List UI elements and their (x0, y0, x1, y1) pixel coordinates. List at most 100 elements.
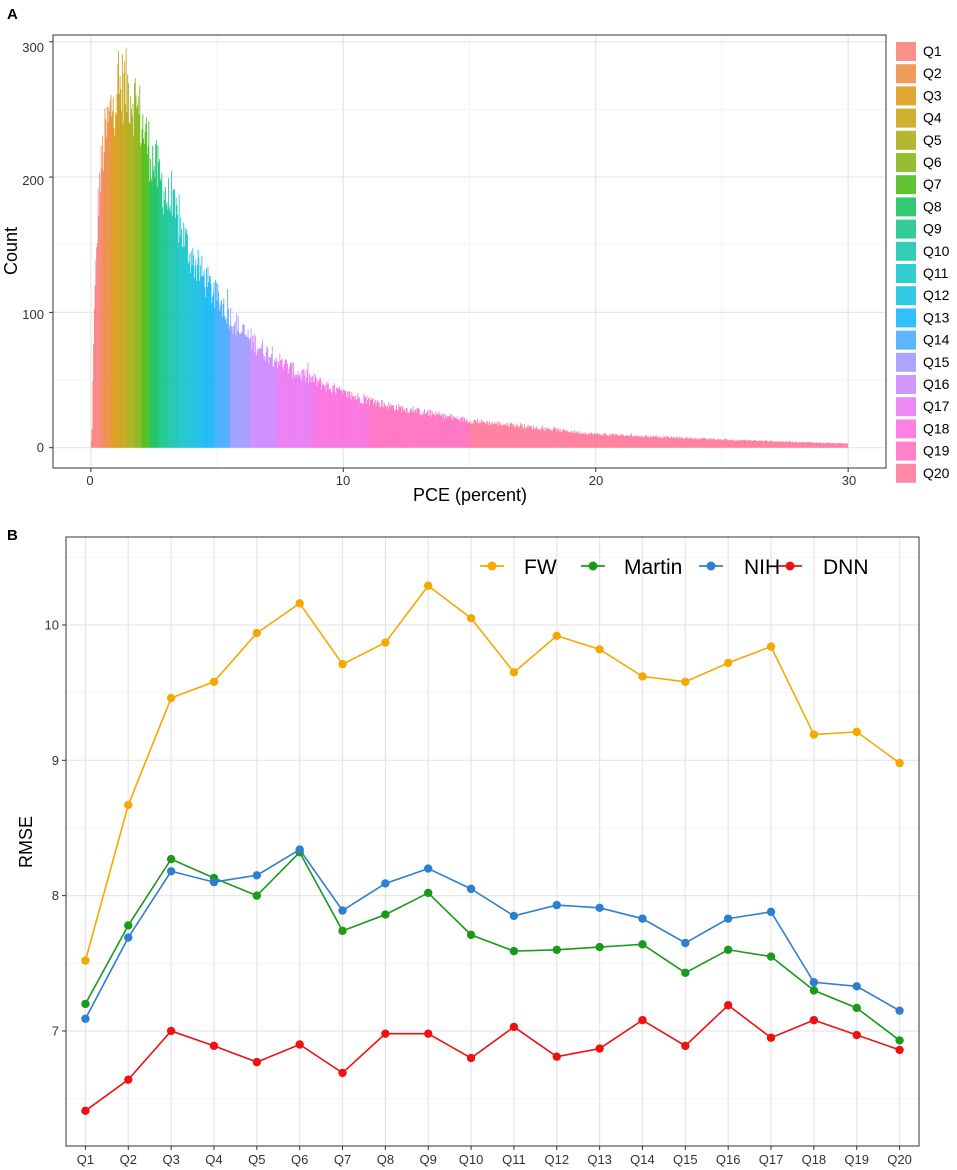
histogram-bar (527, 424, 529, 448)
histogram-bar (400, 406, 402, 448)
histogram-bar (689, 437, 691, 448)
histogram-bar (207, 266, 209, 448)
histogram-bar (386, 405, 388, 448)
histogram-bar (655, 436, 656, 448)
histogram-bar (511, 423, 513, 448)
histogram-bar (766, 440, 768, 448)
histogram-bar (380, 399, 382, 448)
histogram-bar (176, 205, 178, 448)
histogram-bar (364, 397, 366, 448)
histogram-bar (491, 422, 493, 448)
histogram-bar (834, 443, 836, 448)
histogram-bar (184, 246, 185, 448)
histogram-bar (248, 338, 250, 448)
histogram-bar (811, 442, 812, 448)
histogram-bar (268, 356, 270, 448)
histogram-bar (508, 426, 510, 448)
histogram-bar (405, 412, 407, 448)
histogram-bar (407, 413, 409, 448)
histogram-bar (99, 191, 101, 448)
data-point-fw (809, 730, 819, 739)
histogram-bar (136, 108, 138, 448)
histogram-bar (483, 422, 485, 448)
legend-label: Q13 (923, 309, 950, 325)
histogram-bar (573, 432, 575, 448)
data-point-dnn (252, 1057, 262, 1067)
histogram-bar (321, 389, 322, 448)
histogram-bar (579, 431, 581, 448)
histogram-bar (651, 437, 653, 448)
histogram-bar (352, 396, 354, 448)
histogram-bar (439, 414, 441, 448)
histogram-bar (814, 443, 816, 448)
histogram-bar (284, 359, 286, 448)
histogram-bar (125, 47, 127, 448)
histogram-bar (117, 64, 119, 448)
legend-swatch (896, 463, 916, 483)
histogram-bar (217, 284, 219, 448)
histogram-bar (149, 181, 151, 448)
histogram-bar (837, 443, 839, 448)
histogram-bar (693, 438, 695, 448)
histogram-bar (588, 432, 590, 448)
histogram-bar (196, 281, 198, 448)
histogram-bar (499, 424, 500, 448)
histogram-bar (362, 404, 364, 448)
histogram-bar (283, 363, 285, 448)
legend-swatch (896, 108, 916, 128)
data-point-nih (895, 1006, 904, 1015)
histogram-bar (614, 435, 616, 448)
histogram-bar (128, 122, 130, 448)
histogram-bar (214, 307, 216, 448)
histogram-bar (512, 425, 514, 448)
histogram-bar (610, 433, 612, 448)
histogram-bar (305, 381, 307, 448)
histogram-bar (645, 435, 647, 448)
histogram-bar (383, 407, 385, 448)
histogram-bar (94, 285, 96, 448)
legend-label: Q19 (923, 443, 950, 459)
histogram-bar (255, 335, 257, 448)
histogram-bar (416, 408, 418, 448)
histogram-bar (724, 438, 726, 448)
histogram-grid (49, 35, 886, 472)
histogram-bar (758, 440, 760, 448)
histogram-bar (829, 442, 831, 448)
histogram-bar (417, 407, 419, 448)
histogram-bar (340, 390, 341, 448)
histogram-bar (467, 421, 469, 448)
histogram-bar (513, 424, 515, 448)
histogram-bar (847, 443, 849, 448)
histogram-bar (271, 346, 273, 448)
histogram-bar (595, 434, 597, 448)
data-point-martin (638, 940, 647, 949)
histogram-bar (680, 436, 682, 448)
histogram-bar (723, 439, 725, 448)
histogram-bar (191, 265, 193, 448)
histogram-bar (182, 247, 184, 448)
histogram-bar (159, 178, 161, 448)
histogram-bar (287, 373, 289, 448)
histogram-bar (733, 440, 734, 448)
histogram-bar (774, 441, 776, 448)
histogram-bar (172, 190, 174, 448)
data-point-martin (381, 910, 390, 919)
histogram-bar (390, 404, 392, 448)
data-point-fw (295, 599, 304, 608)
histogram-bar (361, 403, 363, 448)
histogram-bar (465, 420, 467, 448)
histogram-bar (664, 436, 666, 448)
histogram-bar (490, 424, 492, 448)
histogram-bar (186, 229, 188, 448)
histogram-bar (783, 441, 785, 448)
histogram-bar (593, 433, 595, 448)
histogram-bar (146, 117, 148, 448)
histogram-bar (457, 419, 459, 448)
histogram-bar (302, 369, 304, 448)
histogram-bar (519, 425, 521, 448)
histogram-bar (187, 263, 189, 448)
histogram-bar (565, 429, 567, 448)
histogram-bar (290, 362, 292, 448)
histogram-bar (258, 347, 260, 448)
histogram-bar (327, 384, 329, 448)
